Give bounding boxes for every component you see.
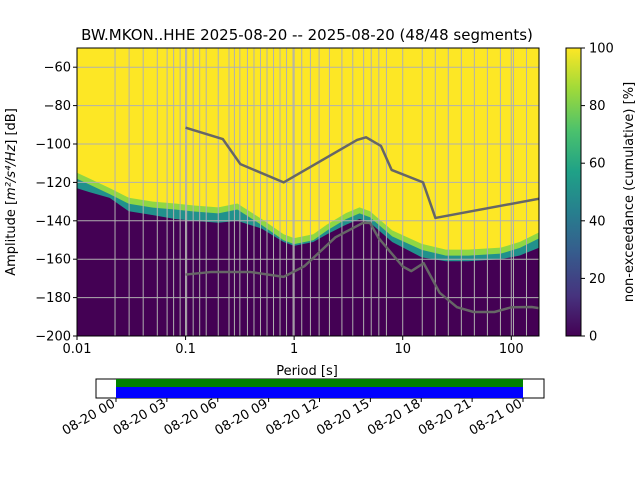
x-tick-label: 0.1 [175, 342, 196, 357]
colorbar [565, 47, 582, 337]
timeline-bars [116, 379, 523, 398]
y-tick-label: −160 [35, 253, 71, 268]
colorbar-ticks: 0 20 40 60 80 100 [581, 42, 614, 345]
colorbar-tick-label: 80 [589, 99, 606, 114]
noise-models [185, 126, 539, 314]
colorbar-label: non-exceedance (cumulative) [%] [622, 82, 637, 302]
timeline-tick-label: 08-20 21 [416, 396, 474, 438]
x-tick-label: 10 [394, 342, 411, 357]
y-axis-label-prefix: Amplitude [ [4, 200, 19, 276]
y-tick-label: −60 [44, 61, 71, 76]
ppsd-plot-area [77, 48, 539, 336]
y-tick-label: −200 [35, 330, 71, 345]
y-tick-label: −120 [35, 176, 71, 191]
colorbar-tick-label: 60 [589, 157, 606, 172]
colorbar-tick-label: 40 [589, 214, 606, 229]
y-tick-label: −140 [35, 214, 71, 229]
y-tick-label: −80 [44, 99, 71, 114]
processed-segments-bar [116, 387, 523, 398]
noise-model-nhnm [185, 126, 539, 220]
y-axis-ticks: −60 −80 −100 −120 −140 −160 −180 −200 [35, 61, 77, 345]
chart-title: BW.MKON..HHE 2025-08-20 -- 2025-08-20 (4… [81, 26, 533, 44]
colorbar-tick-label: 100 [589, 42, 614, 57]
y-tick-label: −180 [35, 291, 71, 306]
colorbar-tick-label: 0 [589, 330, 597, 345]
data-coverage-bar [116, 379, 523, 387]
timeline-tick-label: 08-21 00 [467, 396, 525, 438]
y-axis-label: Amplitude [m²/s⁴/Hz] [dB] [4, 108, 19, 276]
timeline-tick-label: 08-20 12 [263, 396, 321, 438]
y-tick-label: −100 [35, 138, 71, 153]
x-axis-label: Period [s] [276, 364, 338, 379]
x-tick-label: 100 [499, 342, 524, 357]
timeline-tick-label: 08-20 03 [111, 396, 169, 438]
timeline-tick-label: 08-20 00 [60, 396, 118, 438]
timeline-tick-label: 08-20 18 [365, 396, 423, 438]
y-axis-label-unit: m²/s⁴/Hz [4, 144, 19, 200]
x-axis-ticks: 0.01 0.1 1 10 100 [63, 336, 524, 357]
x-tick-label: 1 [290, 342, 298, 357]
grid-lines [77, 48, 539, 336]
colorbar-tick-label: 20 [589, 272, 606, 287]
timeline-tick-label: 08-20 09 [213, 396, 271, 438]
plot-frame [76, 47, 540, 337]
timeline-tick-label: 08-20 15 [314, 396, 372, 438]
timeline-tick-label: 08-20 06 [162, 396, 220, 438]
noise-model-nlnm [185, 221, 539, 314]
x-tick-label: 0.01 [63, 342, 92, 357]
y-axis-label-suffix: ] [dB] [4, 108, 19, 145]
